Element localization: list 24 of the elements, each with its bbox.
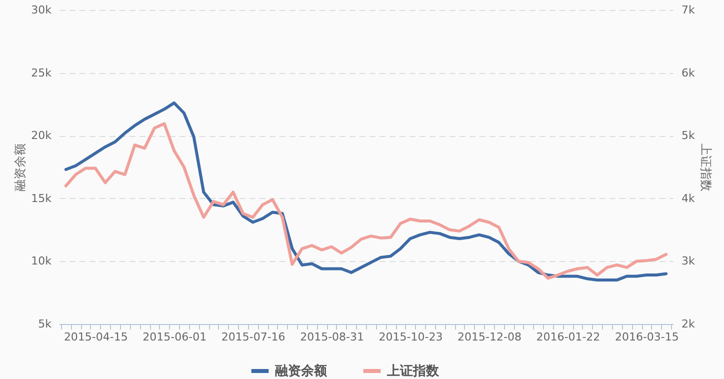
- y2-tick-label: 6k: [682, 66, 696, 80]
- x-tick-label: 2015-10-23: [378, 330, 443, 344]
- y-tick-label: 10k: [31, 254, 52, 268]
- legend-label: 上证指数: [386, 364, 440, 379]
- y-tick-label: 15k: [31, 192, 52, 205]
- y2-tick-label: 4k: [682, 192, 696, 205]
- x-tick-label: 2015-12-08: [458, 330, 522, 344]
- x-tick-label: 2015-08-31: [300, 330, 364, 344]
- y2-tick-label: 3k: [682, 254, 696, 268]
- y2-axis-title: 上证指数: [698, 144, 713, 192]
- y-tick-label: 5k: [38, 318, 52, 330]
- y2-tick-label: 5k: [682, 129, 696, 142]
- y-tick-label: 20k: [31, 129, 52, 142]
- x-tick-label: 2015-06-01: [142, 330, 207, 344]
- y2-tick-label: 2k: [682, 318, 696, 330]
- legend-label: 融资余额: [275, 363, 328, 379]
- y2-tick-label: 7k: [682, 4, 696, 16]
- x-tick-label: 2015-04-15: [64, 330, 128, 344]
- x-tick-label: 2016-03-15: [614, 330, 679, 344]
- y-tick-label: 25k: [31, 66, 52, 80]
- x-tick-label: 2015-07-16: [221, 330, 286, 344]
- y-tick-label: 30k: [31, 4, 52, 16]
- y-axis-title: 融资余额: [13, 144, 28, 192]
- x-tick-label: 2016-01-22: [536, 330, 600, 344]
